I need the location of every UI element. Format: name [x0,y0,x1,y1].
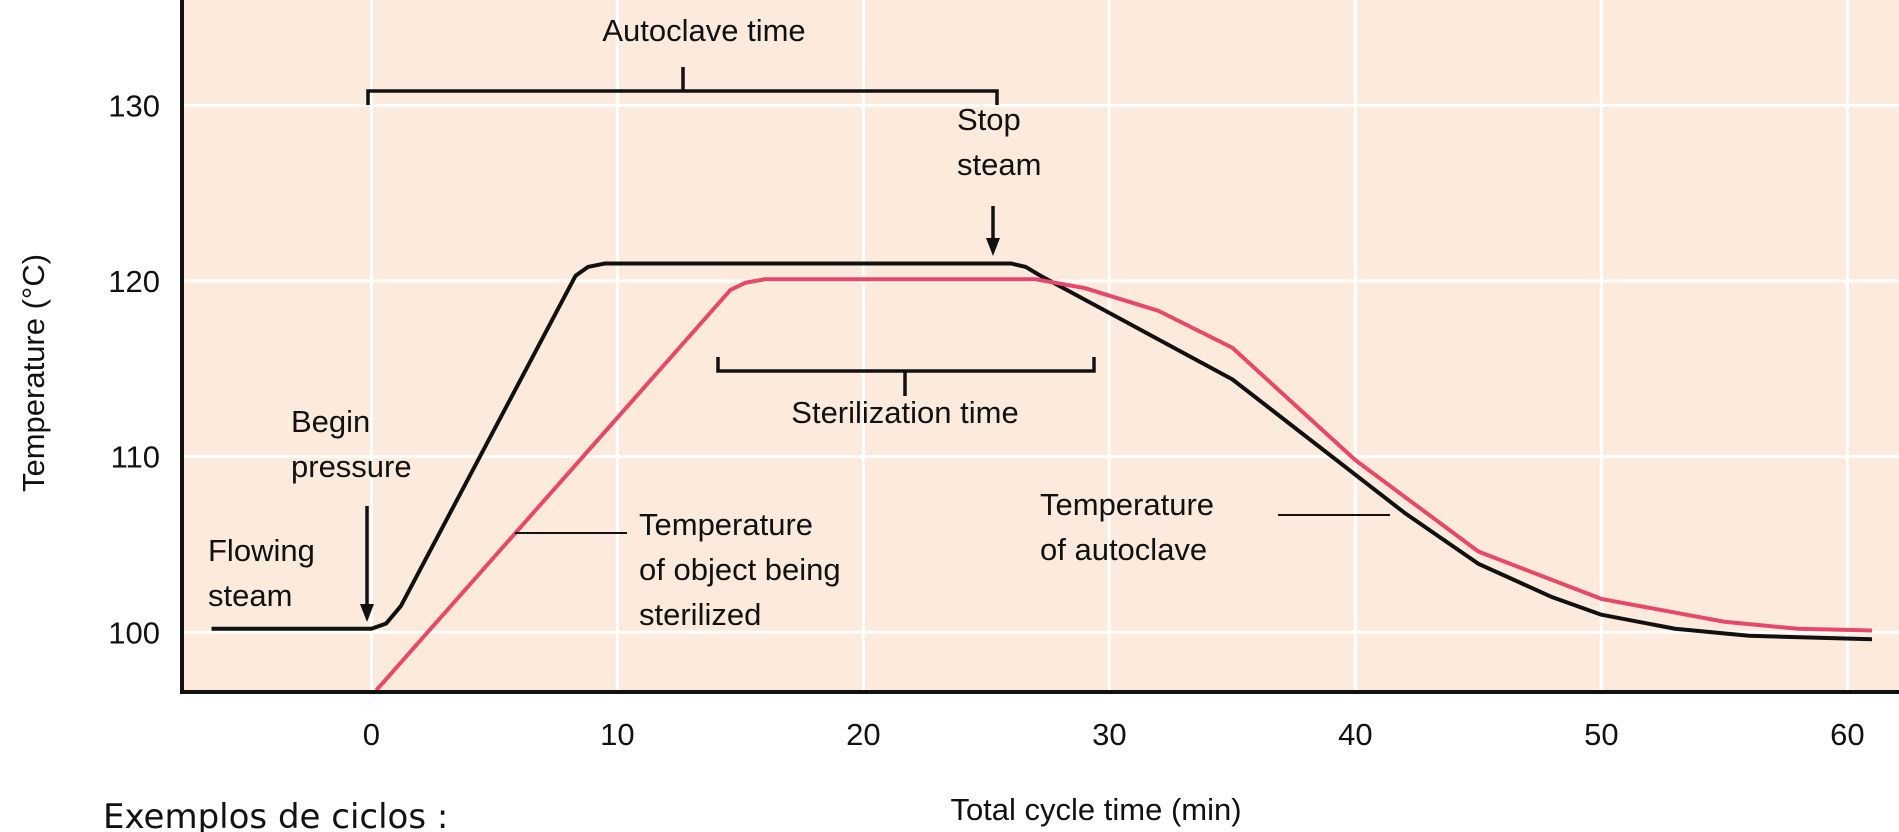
annotation: pressure [291,449,412,484]
grid [182,0,1899,692]
annotation: Temperature [1040,487,1214,522]
annotation: Begin [291,404,370,439]
x-tick-label: 10 [600,717,634,752]
annotation: sterilized [639,597,761,632]
y-tick-label: 120 [108,264,160,299]
annotation: Temperature [639,507,813,542]
series-line [374,277,1872,692]
sterilization-bracket [716,357,1096,396]
y-tick-label: 100 [108,615,160,650]
x-tick-label: 20 [846,717,880,752]
annotation-shapes [360,67,1390,622]
arrow-head [986,238,1000,256]
y-tick-label: 130 [108,88,160,123]
caption: Exemplos de ciclos : [103,797,448,832]
arrow-head [360,604,374,622]
annotation: Stop [957,102,1021,137]
series-line [211,261,1872,642]
annotation: steam [208,578,292,613]
lines [211,261,1872,692]
annotation: Sterilization time [791,395,1018,430]
x-axis-label: Total cycle time (min) [950,792,1241,827]
plot-background [182,0,1899,692]
x-tick-label: 0 [363,717,380,752]
annotation: Autoclave time [602,13,805,48]
autoclave-bracket [366,67,999,105]
x-tick-label: 60 [1830,717,1864,752]
y-axis-label: Temperature (°C) [16,254,51,492]
x-tick-label: 40 [1338,717,1372,752]
annotation: Flowing [208,533,315,568]
x-tick-label: 30 [1092,717,1126,752]
y-tick-label: 110 [111,440,160,475]
annotation: of object being [639,552,841,587]
annotation: steam [957,147,1041,182]
annotation: of autoclave [1040,532,1207,567]
x-tick-label: 50 [1584,717,1618,752]
